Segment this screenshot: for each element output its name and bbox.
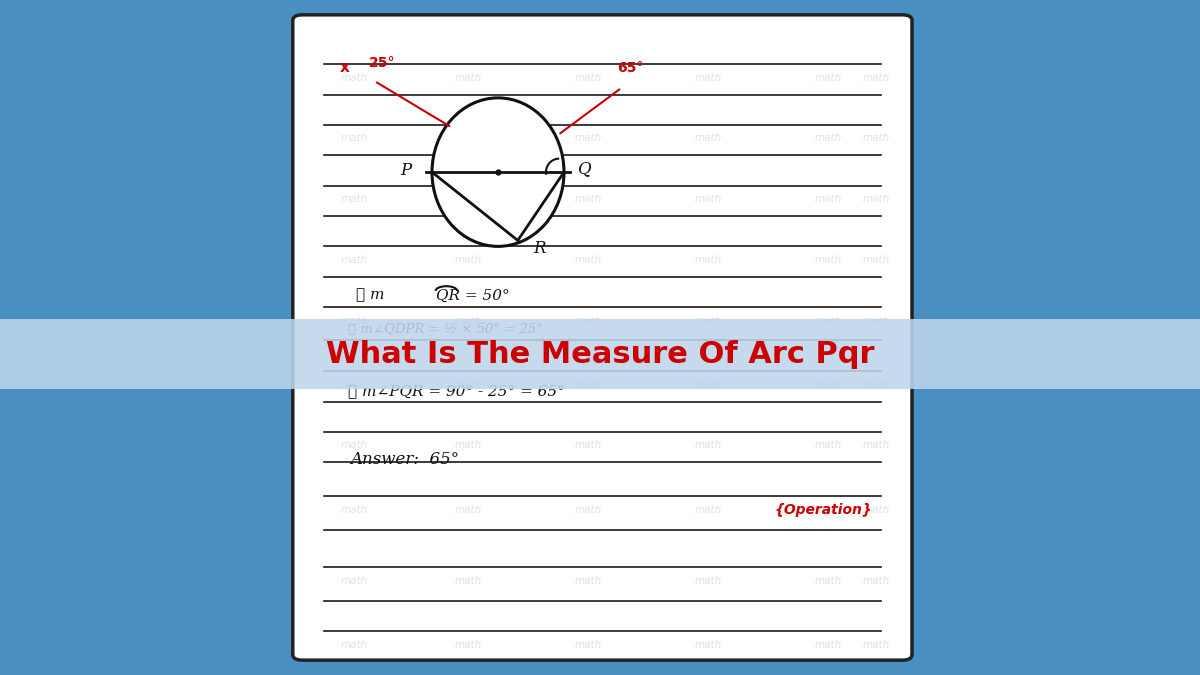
Text: math: math [575,194,601,204]
Text: Answer:  65°: Answer: 65° [350,450,460,468]
Text: QR = 50°: QR = 50° [436,289,509,302]
Text: math: math [863,640,889,649]
Text: math: math [695,255,721,265]
Text: math: math [455,134,481,143]
Text: math: math [695,640,721,649]
Text: math: math [695,134,721,143]
Text: R: R [533,240,546,257]
Text: math: math [341,194,367,204]
Text: math: math [341,380,367,389]
Text: math: math [341,255,367,265]
Text: math: math [863,316,889,325]
Text: math: math [695,441,721,450]
Text: math: math [455,505,481,514]
Text: math: math [863,441,889,450]
Text: math: math [575,441,601,450]
Text: ∴ m∠QDPR = ½ × 50° = 25°: ∴ m∠QDPR = ½ × 50° = 25° [348,323,542,336]
Text: math: math [455,380,481,389]
Text: 25°: 25° [368,56,395,70]
Text: math: math [815,194,841,204]
Text: math: math [863,505,889,514]
Text: math: math [455,73,481,82]
Text: math: math [575,73,601,82]
Text: math: math [575,134,601,143]
Text: math: math [695,194,721,204]
Text: math: math [695,73,721,82]
Text: math: math [455,640,481,649]
Text: math: math [341,505,367,514]
Text: ∴ m∠PQR = 90° - 25° = 65°: ∴ m∠PQR = 90° - 25° = 65° [348,385,565,398]
Text: math: math [695,380,721,389]
Text: math: math [863,73,889,82]
Text: math: math [341,441,367,450]
Text: Q: Q [577,160,592,178]
Text: ∴ m: ∴ m [356,289,385,302]
Text: math: math [815,316,841,325]
Text: math: math [341,576,367,585]
Bar [0,319,1200,389]
Text: math: math [815,576,841,585]
Text: math: math [815,441,841,450]
Text: math: math [863,576,889,585]
Text: math: math [575,380,601,389]
Text: math: math [695,505,721,514]
Text: math: math [815,640,841,649]
Text: math: math [575,505,601,514]
Text: math: math [815,255,841,265]
Text: math: math [455,255,481,265]
Text: math: math [815,505,841,514]
FancyBboxPatch shape [293,15,912,660]
Text: math: math [455,316,481,325]
Text: math: math [815,134,841,143]
Text: {Operation}: {Operation} [775,503,872,516]
Text: P: P [400,162,412,180]
Text: math: math [863,194,889,204]
Text: math: math [575,640,601,649]
Text: math: math [695,316,721,325]
Text: math: math [455,194,481,204]
Text: math: math [863,134,889,143]
Text: math: math [455,576,481,585]
Text: 65°: 65° [617,61,643,74]
Text: What Is The Measure Of Arc Pqr: What Is The Measure Of Arc Pqr [325,340,875,369]
Text: math: math [695,576,721,585]
Text: math: math [341,640,367,649]
Text: math: math [455,441,481,450]
Text: math: math [863,255,889,265]
Text: math: math [575,316,601,325]
Text: math: math [341,73,367,82]
Text: math: math [815,73,841,82]
Text: math: math [815,380,841,389]
Text: math: math [341,316,367,325]
Text: x: x [340,60,349,75]
Text: math: math [575,255,601,265]
Text: math: math [863,380,889,389]
Ellipse shape [432,98,564,246]
Text: math: math [341,134,367,143]
Text: math: math [575,576,601,585]
